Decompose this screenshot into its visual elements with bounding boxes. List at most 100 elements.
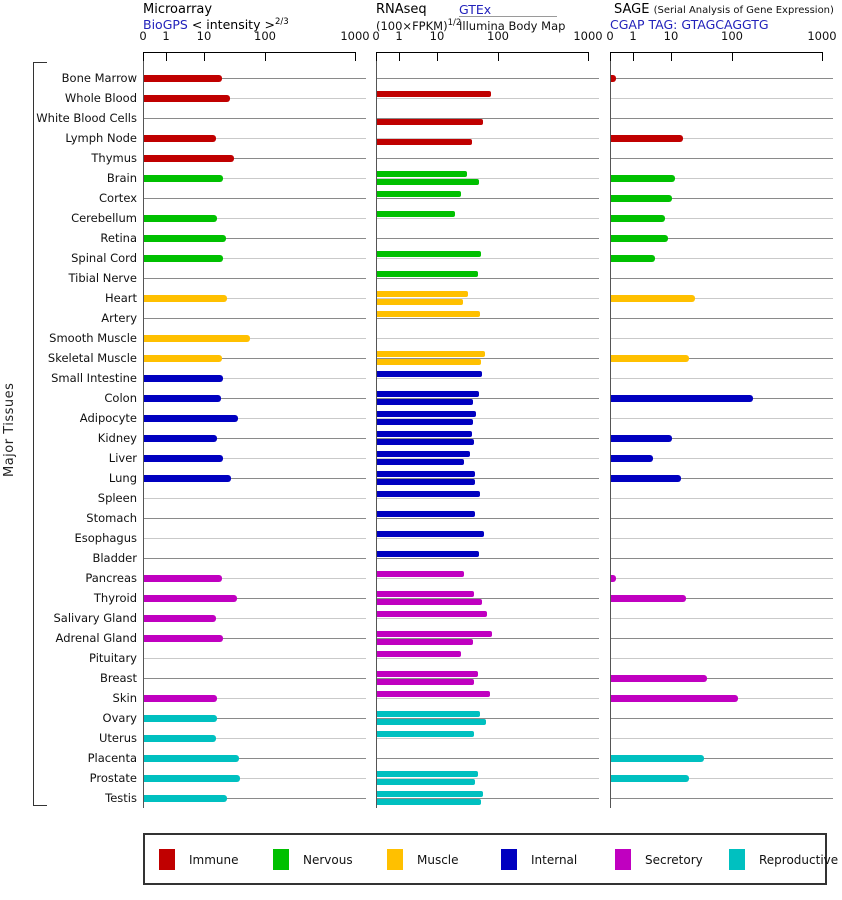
row-track xyxy=(377,118,599,119)
tissue-label: Thyroid xyxy=(93,591,137,605)
row-track xyxy=(377,678,599,679)
bracket-line xyxy=(33,62,34,806)
expression-bar-rnaseq-illumina xyxy=(377,719,486,725)
row-track xyxy=(144,598,366,599)
expression-bar-sage xyxy=(611,475,681,482)
row-track xyxy=(144,718,366,719)
biogps-link[interactable]: BioGPS xyxy=(143,17,188,33)
tissue-label: Skeletal Muscle xyxy=(47,351,137,365)
row-track xyxy=(611,378,833,379)
expression-bar-rnaseq-gtex xyxy=(377,671,479,677)
microarray-subtitle: BioGPS < intensity >2/3 xyxy=(143,17,289,32)
expression-bar-rnaseq-illumina xyxy=(377,479,475,485)
rnaseq-panel: 0 1 10 100 1000 xyxy=(372,0,610,900)
row-track xyxy=(377,598,599,599)
axis-tick xyxy=(437,52,438,61)
tissue-label: Spinal Cord xyxy=(71,251,137,265)
row-track xyxy=(377,158,599,159)
expression-bar-microarray xyxy=(144,795,228,802)
expression-bar-sage xyxy=(611,755,704,762)
gtex-link[interactable]: GTEx xyxy=(459,2,492,17)
row-track xyxy=(377,418,599,419)
expression-bar-rnaseq-illumina xyxy=(377,779,475,785)
tissue-label: Uterus xyxy=(98,731,137,745)
expression-bar-rnaseq-gtex xyxy=(377,771,479,777)
row-track xyxy=(377,258,599,259)
expression-bar-rnaseq-gtex xyxy=(377,631,493,637)
row-track xyxy=(377,458,599,459)
tissue-label: Cerebellum xyxy=(71,211,137,225)
tissue-label: Brain xyxy=(106,171,137,185)
expression-bar-rnaseq-gtex xyxy=(377,271,479,277)
expression-bar-rnaseq-illumina xyxy=(377,439,475,445)
expression-bar-rnaseq-illumina xyxy=(377,459,465,465)
legend-swatch-nervous xyxy=(273,849,289,870)
expression-bar-rnaseq-gtex xyxy=(377,351,486,357)
expression-bar-rnaseq-illumina xyxy=(377,299,464,305)
expression-bar-microarray xyxy=(144,235,226,242)
tissue-label: Bone Marrow xyxy=(61,71,137,85)
tissue-label: Small Intestine xyxy=(51,371,137,385)
axis-tick xyxy=(204,52,205,61)
expression-bar-microarray xyxy=(144,335,251,342)
legend-swatch-muscle xyxy=(387,849,403,870)
row-track xyxy=(144,658,366,659)
expression-bar-microarray xyxy=(144,615,216,622)
expression-bar-microarray xyxy=(144,155,235,162)
axis-tick xyxy=(498,52,499,61)
row-track xyxy=(377,78,599,79)
row-track xyxy=(611,618,833,619)
row-track xyxy=(144,378,366,379)
row-track xyxy=(144,178,366,179)
expression-bar-rnaseq-gtex xyxy=(377,471,475,477)
expression-bar-rnaseq-illumina xyxy=(377,799,481,805)
axis-tick-label: 0 xyxy=(372,29,380,43)
row-track xyxy=(144,138,366,139)
row-track xyxy=(144,238,366,239)
row-track xyxy=(144,338,366,339)
expression-bar-microarray xyxy=(144,175,224,182)
row-track xyxy=(144,358,366,359)
expression-bar-sage xyxy=(611,675,707,682)
row-track xyxy=(377,318,599,319)
row-track xyxy=(611,498,833,499)
expression-bar-rnaseq-illumina xyxy=(377,119,484,125)
expression-bar-sage xyxy=(611,75,616,82)
tissue-label: Tibial Nerve xyxy=(68,271,137,285)
expression-bar-microarray xyxy=(144,715,218,722)
row-track xyxy=(611,718,833,719)
bracket-bottom-arm xyxy=(33,805,47,806)
expression-bar-sage xyxy=(611,595,687,602)
tissue-label: Heart xyxy=(104,291,137,305)
row-track xyxy=(611,218,833,219)
expression-bar-microarray xyxy=(144,415,239,422)
axis-tick xyxy=(732,52,733,61)
axis-tick xyxy=(671,52,672,61)
expression-bar-rnaseq-gtex xyxy=(377,691,490,697)
axis-tick-label: 1 xyxy=(395,29,403,43)
row-track xyxy=(611,638,833,639)
row-track xyxy=(611,358,833,359)
tissue-label: Adrenal Gland xyxy=(55,631,137,645)
major-tissues-label: Major Tissues xyxy=(2,382,17,478)
microarray-title: Microarray xyxy=(143,2,213,17)
row-track xyxy=(611,118,833,119)
expression-bar-sage xyxy=(611,215,665,222)
expression-bar-rnaseq-illumina xyxy=(377,139,472,145)
expression-bar-rnaseq-illumina xyxy=(377,359,481,365)
expression-bar-rnaseq-gtex xyxy=(377,431,472,437)
row-track xyxy=(144,258,366,259)
row-track xyxy=(144,418,366,419)
expression-bar-rnaseq-gtex xyxy=(377,371,482,377)
row-track xyxy=(377,758,599,759)
row-track xyxy=(144,638,366,639)
row-track xyxy=(377,218,599,219)
microarray-units: < intensity > xyxy=(191,17,275,33)
tissue-label: Stomach xyxy=(86,511,137,525)
legend-swatch-internal xyxy=(501,849,517,870)
expression-bar-sage xyxy=(611,295,696,302)
tissue-label: Lymph Node xyxy=(65,131,137,145)
row-track xyxy=(611,678,833,679)
cgap-tag-link[interactable]: CGAP TAG: GTAGCAGGTG xyxy=(610,17,769,32)
expression-bar-microarray xyxy=(144,215,218,222)
